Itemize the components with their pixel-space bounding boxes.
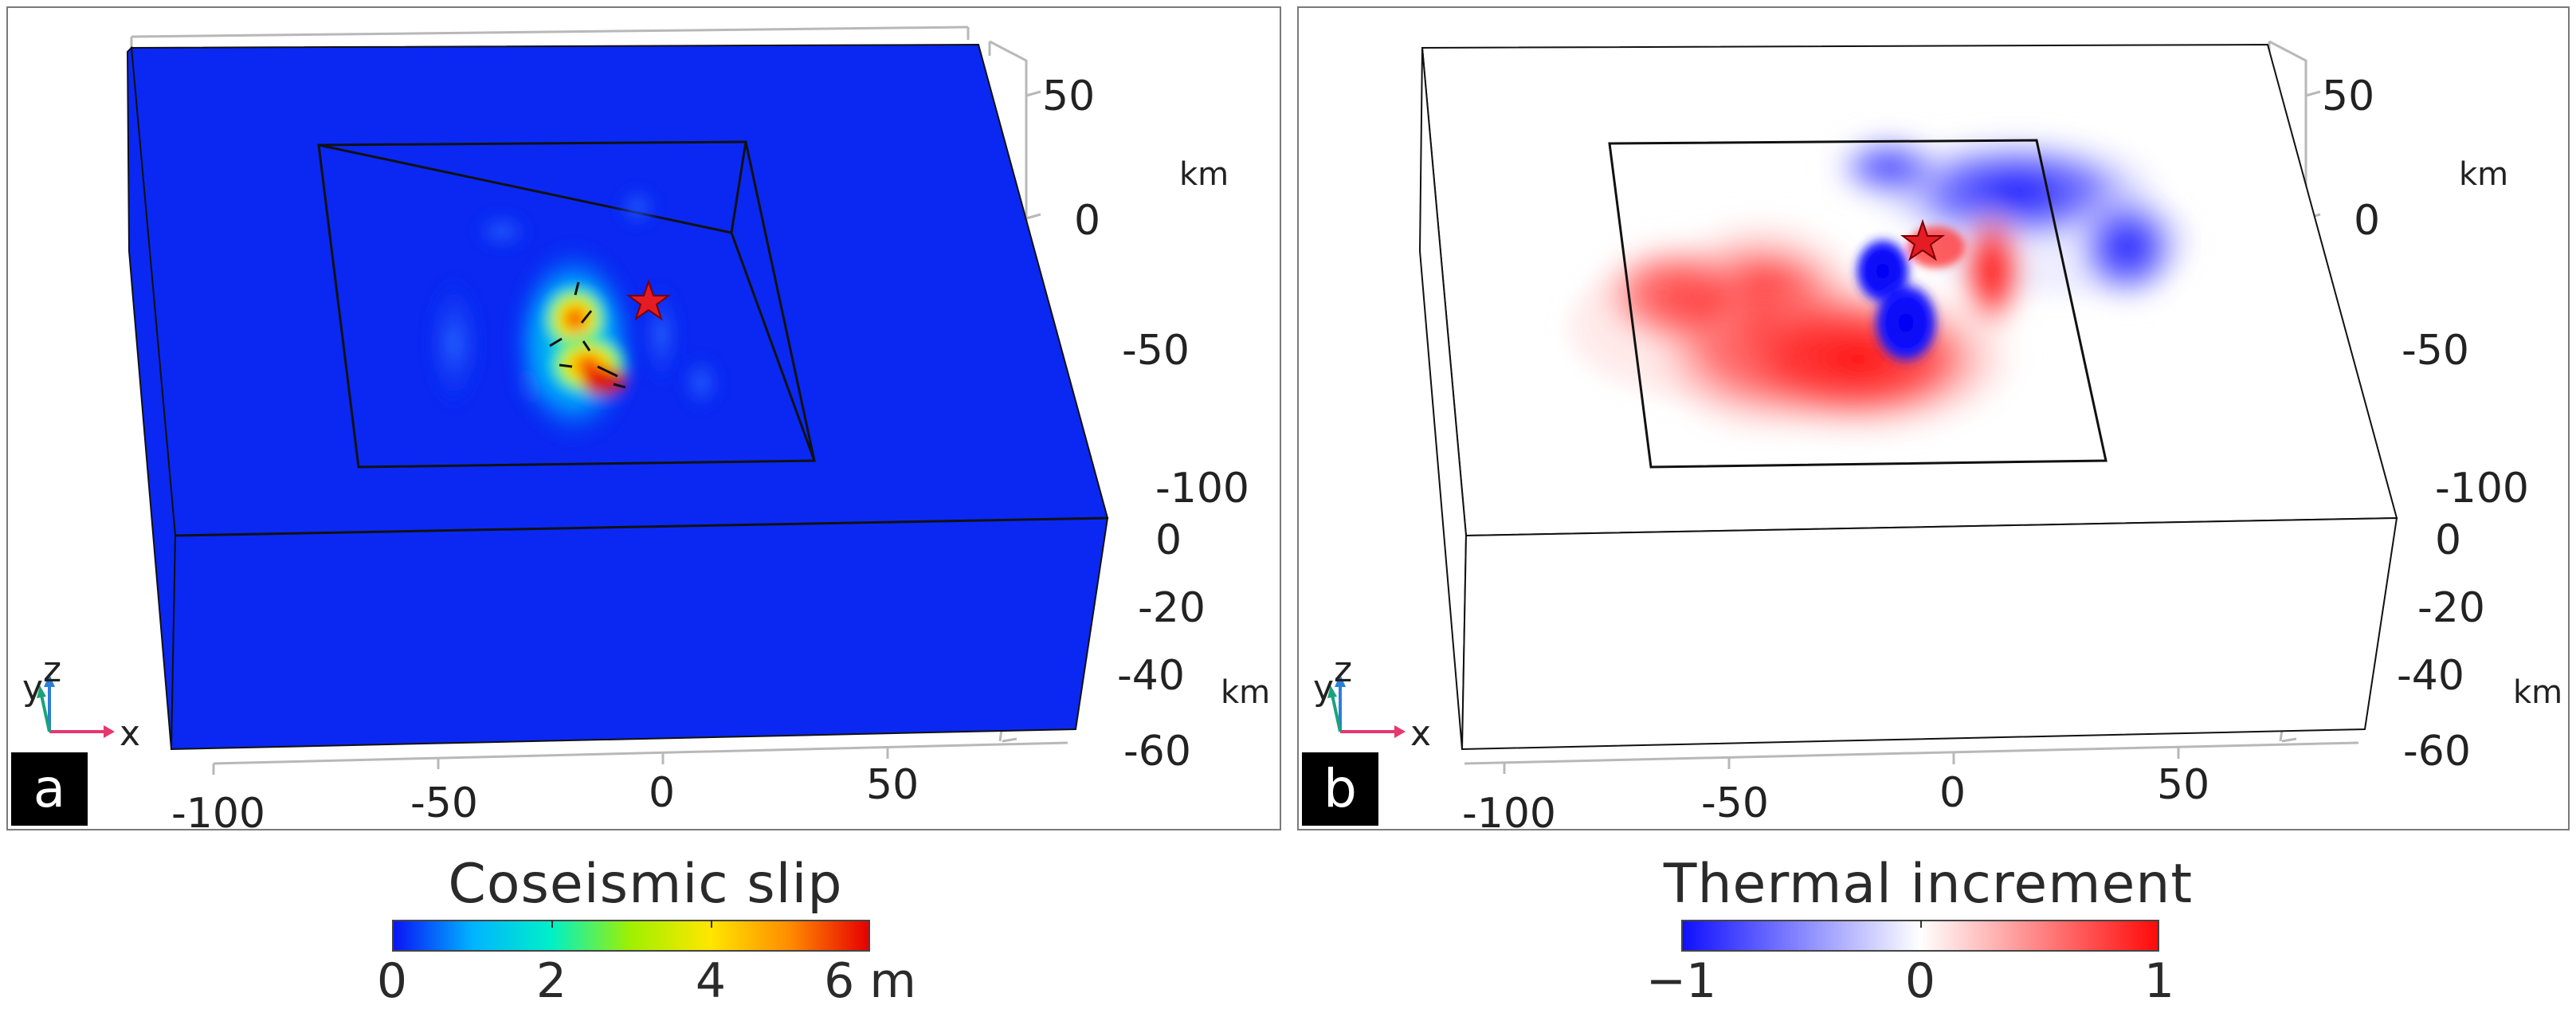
triad-z-label: z xyxy=(1334,650,1352,690)
x-tick-label: 0 xyxy=(1939,769,1966,817)
fault-plane xyxy=(317,140,816,469)
z-tick-label: -20 xyxy=(1138,584,1206,632)
triad-y-label: y xyxy=(22,668,43,709)
y-tick-label: -50 xyxy=(1122,327,1190,375)
colorbar-tick-label: 6 m xyxy=(824,953,916,1009)
panel-letter: a xyxy=(11,752,88,826)
colorbar-tick-label: 1 xyxy=(2143,953,2175,1009)
model-box-front xyxy=(170,516,1109,751)
panel-letter: b xyxy=(1302,752,1378,826)
colorbar-coseismic-slip: Coseismic slip 0 2 4 6 m xyxy=(374,853,916,1008)
y-unit-label: km xyxy=(1179,156,1229,193)
y-tick-label: -100 xyxy=(2435,465,2529,512)
triad-z-label: z xyxy=(43,650,61,690)
x-tick-label: -50 xyxy=(1701,779,1769,827)
colorbar-title: Coseismic slip xyxy=(448,853,843,916)
panel-b-thermal-increment: -100 -50 0 50 50 0 -50 -100 km 0 -20 -40… xyxy=(1297,6,2570,830)
panel-a-plot: -100 -50 0 50 50 0 -50 -100 km 0 -20 -40… xyxy=(22,26,1270,830)
colorbar-tick-label: 0 xyxy=(376,953,408,1009)
colorbar-thermal-increment: Thermal increment −1 0 1 xyxy=(1646,853,2199,1009)
x-tick-label: 0 xyxy=(649,769,675,817)
y-tick-label: 0 xyxy=(2354,197,2380,245)
colorbar-tick xyxy=(1920,920,1922,928)
z-tick-label: 0 xyxy=(2435,516,2461,564)
z-tick-label: -20 xyxy=(2417,584,2485,632)
colorbar-tick xyxy=(551,920,553,928)
x-axis-line xyxy=(1464,741,2359,774)
triad-x-label: x xyxy=(1410,713,1431,754)
z-tick-label: -60 xyxy=(1123,728,1191,775)
x-tick-label: 50 xyxy=(866,761,919,809)
panel-b-plot: -100 -50 0 50 50 0 -50 -100 km 0 -20 -40… xyxy=(1313,40,2562,830)
z-tick-label: -60 xyxy=(2403,728,2471,775)
z-unit-label: km xyxy=(2513,674,2562,711)
x-tick-label: -100 xyxy=(1462,790,1556,830)
slip-distribution xyxy=(422,183,725,446)
colorbar-tick-label: 0 xyxy=(1904,953,1936,1009)
z-tick-label: -40 xyxy=(1117,652,1185,700)
triad-x-label: x xyxy=(120,713,140,754)
y-unit-label: km xyxy=(2459,156,2508,193)
colorbar-tick-label: −1 xyxy=(1645,953,1717,1009)
model-box-front xyxy=(1461,516,2398,751)
fault-plane xyxy=(1608,139,2107,469)
epicenter-star xyxy=(625,278,672,321)
coordinate-triad: x y z xyxy=(1313,650,1431,754)
z-tick-label: 0 xyxy=(1155,516,1182,564)
x-tick-label: -100 xyxy=(171,790,265,830)
slip-vectors xyxy=(549,281,626,389)
x-tick-label: -50 xyxy=(410,779,478,827)
colorbar-title: Thermal increment xyxy=(1663,853,2194,916)
colorbar-tick-label: 2 xyxy=(535,953,567,1009)
colorbar-tick-label: 4 xyxy=(695,953,727,1009)
y-tick-label: 50 xyxy=(1042,73,1095,120)
y-tick-label: 0 xyxy=(1074,197,1100,245)
x-tick-label: 50 xyxy=(2157,761,2209,809)
y-tick-label: -100 xyxy=(1155,465,1249,512)
y-tick-label: 50 xyxy=(2322,73,2374,120)
panel-a-coseismic-slip: -100 -50 0 50 50 0 -50 -100 km 0 -20 -40… xyxy=(6,6,1281,830)
coordinate-triad: x y z xyxy=(22,650,140,754)
z-tick-label: -40 xyxy=(2397,652,2464,700)
colorbar-gradient xyxy=(392,920,870,952)
thermal-field xyxy=(1586,128,2191,446)
x-axis-line xyxy=(212,741,1068,775)
triad-y-label: y xyxy=(1313,668,1334,709)
epicenter-star xyxy=(1900,218,1946,261)
z-unit-label: km xyxy=(1221,674,1270,711)
y-tick-label: -50 xyxy=(2402,327,2469,375)
colorbar-tick xyxy=(711,920,712,928)
